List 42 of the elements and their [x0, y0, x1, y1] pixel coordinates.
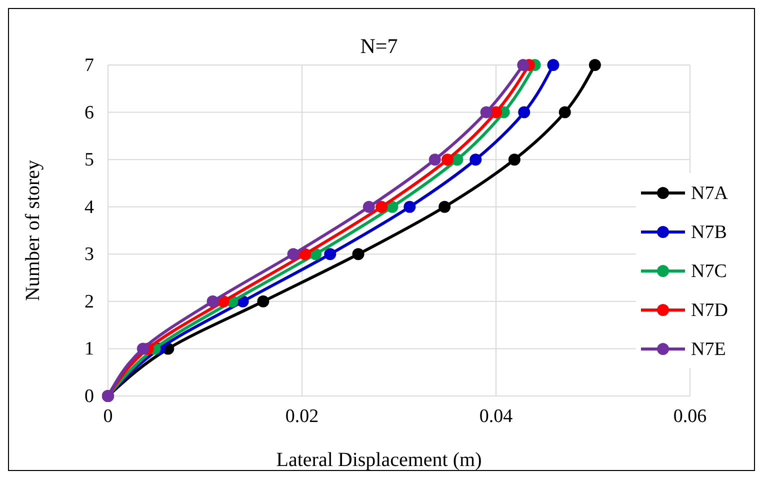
y-axis-title: Number of storey: [22, 160, 44, 302]
y-tick-label: 3: [84, 244, 94, 266]
x-tick-label: 0.04: [479, 406, 514, 427]
point: [376, 200, 388, 213]
legend-label: N7E: [691, 339, 726, 360]
y-tick-label: 5: [84, 150, 94, 171]
legend-label: N7A: [691, 183, 728, 204]
point: [508, 154, 520, 166]
point: [287, 248, 300, 260]
point: [438, 200, 451, 213]
point: [558, 106, 571, 118]
point: [362, 200, 375, 213]
point: [352, 248, 364, 260]
legend-label: N7C: [691, 261, 727, 282]
point: [404, 200, 416, 213]
point: [442, 154, 454, 166]
x-axis-title: Lateral Displacement (m): [276, 449, 482, 471]
point: [298, 248, 311, 260]
y-tick-label: 7: [84, 55, 94, 76]
legend-label: N7D: [691, 300, 728, 321]
point: [588, 59, 601, 71]
chart-title: N=7: [360, 34, 398, 58]
point: [480, 106, 492, 118]
y-tick-label: 4: [84, 196, 94, 218]
point: [136, 342, 149, 355]
point: [490, 106, 502, 118]
legend-label: N7B: [691, 222, 727, 243]
point: [547, 59, 560, 71]
y-tick-label: 1: [84, 338, 94, 360]
point: [518, 106, 530, 118]
point: [257, 295, 270, 308]
point: [206, 295, 219, 308]
y-tick-label: 0: [84, 386, 94, 407]
x-tick-label: 0: [103, 406, 113, 427]
x-tick-label: 0.06: [673, 406, 707, 427]
point: [470, 154, 482, 166]
y-tick-label: 2: [84, 291, 94, 312]
point: [428, 154, 441, 166]
point: [517, 59, 530, 71]
x-tick-label: 0.02: [285, 406, 319, 427]
point: [324, 248, 336, 260]
y-tick-label: 6: [84, 102, 94, 124]
